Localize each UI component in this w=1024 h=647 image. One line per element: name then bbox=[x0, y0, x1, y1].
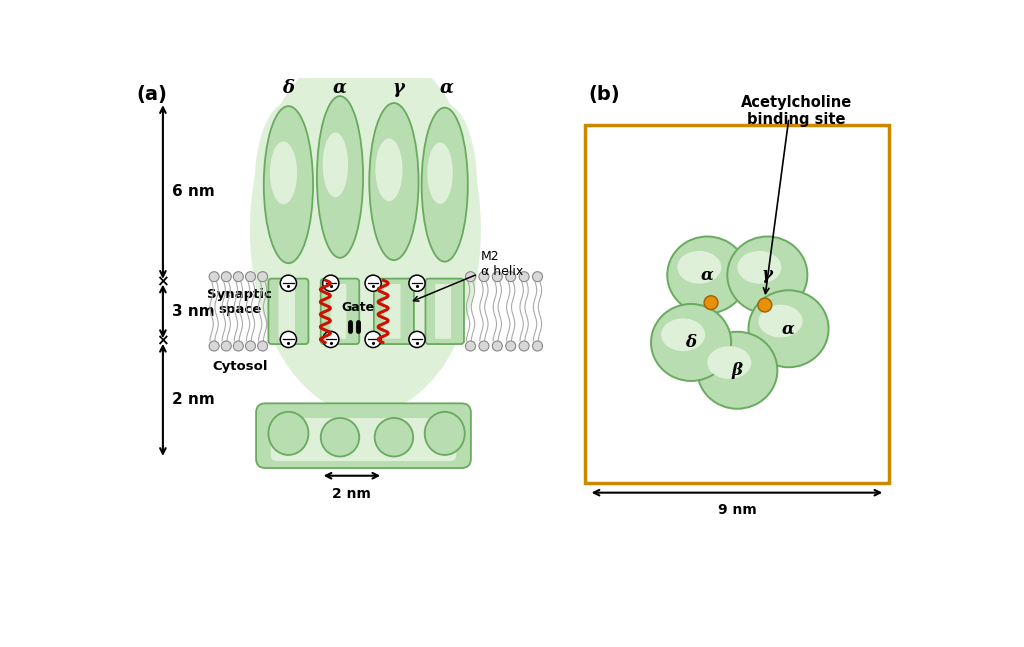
Text: 6 nm: 6 nm bbox=[172, 184, 215, 199]
Text: Acetylcholine
binding site: Acetylcholine binding site bbox=[741, 94, 852, 127]
Circle shape bbox=[532, 341, 543, 351]
Text: 2 nm: 2 nm bbox=[333, 487, 372, 501]
Circle shape bbox=[479, 341, 488, 351]
Circle shape bbox=[519, 341, 529, 351]
Ellipse shape bbox=[737, 251, 781, 283]
Ellipse shape bbox=[759, 305, 803, 338]
Circle shape bbox=[209, 341, 219, 351]
Circle shape bbox=[221, 272, 231, 281]
Ellipse shape bbox=[668, 237, 748, 314]
Ellipse shape bbox=[360, 99, 428, 264]
Ellipse shape bbox=[268, 412, 308, 455]
FancyBboxPatch shape bbox=[321, 279, 359, 344]
Ellipse shape bbox=[662, 318, 706, 351]
Circle shape bbox=[233, 272, 244, 281]
Ellipse shape bbox=[413, 104, 477, 265]
Circle shape bbox=[233, 341, 244, 351]
Ellipse shape bbox=[651, 304, 731, 381]
Circle shape bbox=[281, 331, 297, 347]
Text: M2
α helix: M2 α helix bbox=[414, 250, 523, 301]
Text: (b): (b) bbox=[589, 85, 621, 104]
FancyBboxPatch shape bbox=[384, 284, 400, 338]
Text: α: α bbox=[439, 79, 454, 97]
FancyBboxPatch shape bbox=[279, 284, 295, 338]
Ellipse shape bbox=[708, 346, 752, 379]
Circle shape bbox=[506, 341, 516, 351]
Text: δ: δ bbox=[283, 79, 295, 97]
Circle shape bbox=[365, 331, 381, 347]
Text: α: α bbox=[782, 320, 795, 337]
Ellipse shape bbox=[270, 142, 297, 204]
Text: α: α bbox=[700, 267, 714, 283]
Circle shape bbox=[246, 272, 256, 281]
Ellipse shape bbox=[727, 237, 807, 314]
Ellipse shape bbox=[307, 93, 373, 261]
Text: Cytosol: Cytosol bbox=[212, 360, 267, 373]
Text: (a): (a) bbox=[137, 85, 168, 104]
Ellipse shape bbox=[375, 418, 413, 457]
Circle shape bbox=[493, 341, 503, 351]
Text: γ: γ bbox=[392, 79, 404, 97]
Ellipse shape bbox=[677, 251, 721, 283]
Circle shape bbox=[409, 331, 425, 347]
Ellipse shape bbox=[255, 102, 323, 267]
Ellipse shape bbox=[316, 96, 364, 258]
Text: Gate: Gate bbox=[341, 301, 375, 314]
FancyBboxPatch shape bbox=[268, 279, 308, 344]
Ellipse shape bbox=[250, 45, 481, 414]
Ellipse shape bbox=[422, 107, 468, 261]
Ellipse shape bbox=[370, 103, 419, 260]
Circle shape bbox=[758, 298, 772, 312]
Circle shape bbox=[506, 272, 516, 281]
Circle shape bbox=[466, 272, 475, 281]
FancyBboxPatch shape bbox=[331, 284, 346, 338]
Ellipse shape bbox=[425, 412, 465, 455]
Circle shape bbox=[258, 341, 267, 351]
Ellipse shape bbox=[376, 138, 402, 201]
Circle shape bbox=[281, 275, 297, 291]
Circle shape bbox=[466, 341, 475, 351]
Text: γ: γ bbox=[762, 267, 773, 283]
Circle shape bbox=[532, 272, 543, 281]
Text: ×: × bbox=[157, 333, 169, 349]
Circle shape bbox=[493, 272, 503, 281]
FancyBboxPatch shape bbox=[374, 279, 414, 344]
Circle shape bbox=[409, 275, 425, 291]
Ellipse shape bbox=[323, 133, 348, 197]
Ellipse shape bbox=[321, 418, 359, 457]
Circle shape bbox=[323, 275, 339, 291]
Text: Synaptic
space: Synaptic space bbox=[208, 289, 272, 316]
Text: α: α bbox=[333, 79, 347, 97]
Ellipse shape bbox=[749, 291, 828, 367]
Circle shape bbox=[221, 341, 231, 351]
Bar bbox=[585, 126, 889, 483]
Circle shape bbox=[258, 272, 267, 281]
Circle shape bbox=[705, 296, 718, 310]
FancyBboxPatch shape bbox=[435, 284, 452, 338]
Circle shape bbox=[246, 341, 256, 351]
Circle shape bbox=[519, 272, 529, 281]
Text: 2 nm: 2 nm bbox=[172, 392, 215, 408]
Text: β: β bbox=[732, 362, 742, 378]
FancyBboxPatch shape bbox=[270, 418, 457, 461]
Text: 9 nm: 9 nm bbox=[718, 503, 757, 517]
Ellipse shape bbox=[264, 106, 313, 263]
Text: ×: × bbox=[157, 274, 169, 289]
Circle shape bbox=[479, 272, 488, 281]
Text: 3 nm: 3 nm bbox=[172, 304, 215, 319]
Ellipse shape bbox=[697, 332, 777, 409]
Text: δ: δ bbox=[685, 334, 696, 351]
FancyBboxPatch shape bbox=[425, 279, 464, 344]
Circle shape bbox=[209, 272, 219, 281]
FancyBboxPatch shape bbox=[256, 403, 471, 468]
Circle shape bbox=[323, 331, 339, 347]
Ellipse shape bbox=[427, 142, 453, 204]
Circle shape bbox=[365, 275, 381, 291]
